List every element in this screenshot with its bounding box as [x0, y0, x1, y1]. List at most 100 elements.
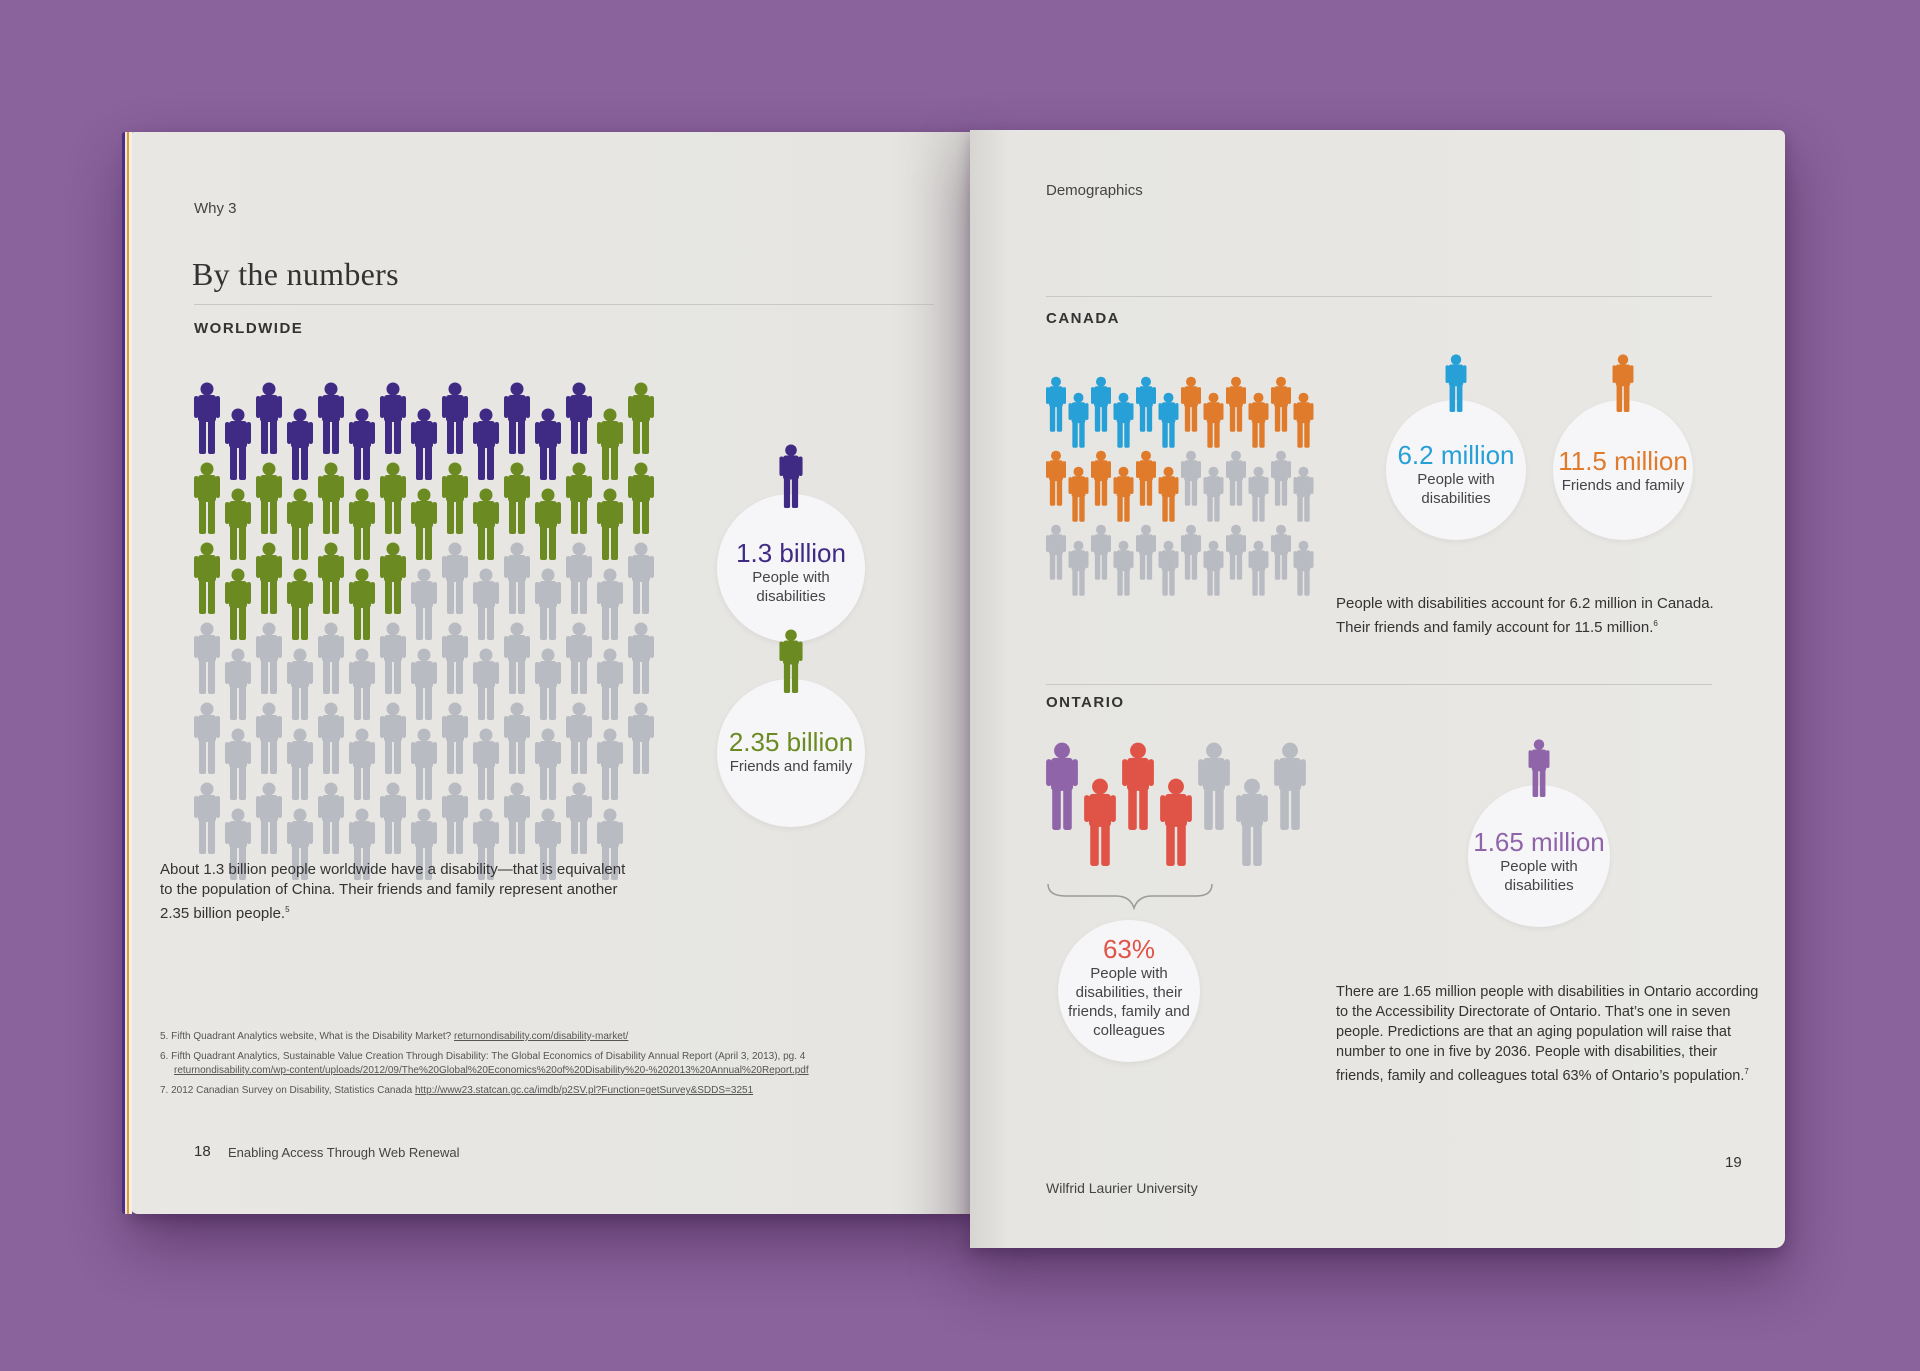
person-icon-neutral [504, 622, 530, 694]
ontario-body: There are 1.65 million people with disab… [1336, 982, 1766, 1086]
stat-label: People with [1500, 858, 1578, 875]
footnote-ref: 5 [285, 905, 290, 914]
person-icon-neutral [411, 648, 437, 720]
person-icon-disability [566, 382, 592, 454]
person-icon-friends [349, 488, 375, 560]
person-icon-neutral [225, 728, 251, 800]
person-icon-disability [380, 382, 406, 454]
person-icon-friends [380, 542, 406, 614]
person-icon-neutral [1236, 778, 1268, 866]
body-line: number to one in five by 2036. People wi… [1336, 1044, 1718, 1060]
person-icon-disability [256, 382, 282, 454]
footnote-text: 6. Fifth Quadrant Analytics, Sustainable… [160, 1051, 806, 1062]
person-icon-friends [1160, 778, 1192, 866]
person-icon-neutral [1226, 450, 1246, 506]
person-icon-neutral [318, 702, 344, 774]
person-icon-neutral [256, 782, 282, 854]
person-icon-neutral [473, 648, 499, 720]
person-icon-neutral [535, 648, 561, 720]
stat-value: 1.3 billion [736, 538, 846, 568]
person-icon-disability [504, 382, 530, 454]
person-icon-friends [597, 408, 623, 480]
person-icon-neutral [380, 622, 406, 694]
person-icon-neutral [1293, 540, 1314, 596]
person-icon-neutral [1113, 540, 1134, 596]
person-icon [1612, 354, 1634, 412]
person-icon-neutral [1181, 524, 1201, 580]
body-line: 2.35 billion people. [160, 905, 286, 922]
section-rule [1046, 684, 1712, 685]
footnote-link[interactable]: returnondisability.com/wp-content/upload… [174, 1065, 809, 1076]
person-icon-neutral [1091, 524, 1111, 580]
person-icon-friends [597, 488, 623, 560]
person-icon-disability [473, 408, 499, 480]
ontario-pictogram [1046, 742, 1306, 866]
person-icon-disability [1046, 742, 1078, 830]
section-canada: CANADA [1046, 310, 1120, 327]
person-icon-neutral [411, 568, 437, 640]
person-icon-friends [1136, 450, 1156, 506]
stat-label: People with [752, 569, 830, 586]
person-icon-friends [1084, 778, 1116, 866]
person-icon-friends [287, 488, 313, 560]
stat-bubble-canada-friends: 11.5 million Friends and family [1553, 354, 1693, 540]
person-icon-neutral [194, 702, 220, 774]
person-icon-disability [1091, 376, 1111, 432]
person-icon-neutral [1046, 524, 1066, 580]
person-icon-friends [1122, 742, 1154, 830]
stat-value: 1.65 million [1473, 827, 1605, 857]
person-icon-friends [473, 488, 499, 560]
footnote-link[interactable]: http://www23.statcan.gc.ca/imdb/p2SV.pl?… [414, 1085, 754, 1096]
person-icon-neutral [597, 648, 623, 720]
person-icon-neutral [256, 622, 282, 694]
body-line: Their friends and family account for 11.… [1336, 619, 1654, 636]
person-icon-neutral [1271, 450, 1291, 506]
person-icon-friends [535, 488, 561, 560]
person-icon-friends [1293, 392, 1314, 448]
stat-bubble-ontario-disability: 1.65 million People with disabilities [1468, 739, 1610, 927]
person-icon-neutral [380, 782, 406, 854]
stat-value: 2.35 billion [728, 727, 854, 757]
person-icon-friends [628, 382, 654, 454]
stat-bubble-canada-disability: 6.2 million People with disabilities [1386, 354, 1526, 540]
person-icon-friends [1158, 466, 1179, 522]
person-icon-friends [225, 488, 251, 560]
body-line: friends, family and colleagues total 63%… [1336, 1067, 1745, 1084]
person-icon-neutral [628, 622, 654, 694]
person-icon-neutral [318, 622, 344, 694]
person-icon-disability [287, 408, 313, 480]
person-icon-friends [318, 462, 344, 534]
stat-value: 63% [1102, 934, 1156, 964]
person-icon-friends [1248, 392, 1269, 448]
stat-label: People with [1417, 471, 1495, 488]
person-icon-neutral [597, 728, 623, 800]
person-icon-neutral [597, 568, 623, 640]
page-title: By the numbers [192, 256, 399, 292]
person-icon-friends [1271, 376, 1291, 432]
person-icon-disability [411, 408, 437, 480]
person-icon-neutral [628, 702, 654, 774]
person-icon-friends [411, 488, 437, 560]
person-icon-friends [628, 462, 654, 534]
canada-pictogram [1046, 376, 1314, 596]
person-icon-friends [225, 568, 251, 640]
body-line: About 1.3 billion people worldwide have … [160, 861, 626, 878]
person-icon-friends [1068, 466, 1089, 522]
body-line: to the population of China. Their friend… [160, 881, 618, 898]
footnote-7: 7. 2012 Canadian Survey on Disability, S… [160, 1084, 960, 1098]
footnote-text: 5. Fifth Quadrant Analytics website, Wha… [160, 1031, 455, 1042]
footnote-link[interactable]: returnondisability.com/disability-market… [454, 1031, 629, 1042]
person-icon-neutral [473, 568, 499, 640]
person-icon-friends [1091, 450, 1111, 506]
person-icon-neutral [256, 702, 282, 774]
title-rule [194, 304, 934, 305]
person-icon-friends [1203, 392, 1224, 448]
section-worldwide: WORLDWIDE [194, 320, 304, 337]
person-icon-friends [1113, 466, 1134, 522]
page-edge-stripes [122, 132, 132, 1214]
body-line: to the Accessibility Directorate of Onta… [1336, 1004, 1731, 1020]
footnote-ref: 6 [1653, 619, 1658, 628]
person-icon-neutral [287, 648, 313, 720]
body-line: People with disabilities account for 6.2… [1336, 595, 1714, 612]
person-icon-disability [1136, 376, 1156, 432]
